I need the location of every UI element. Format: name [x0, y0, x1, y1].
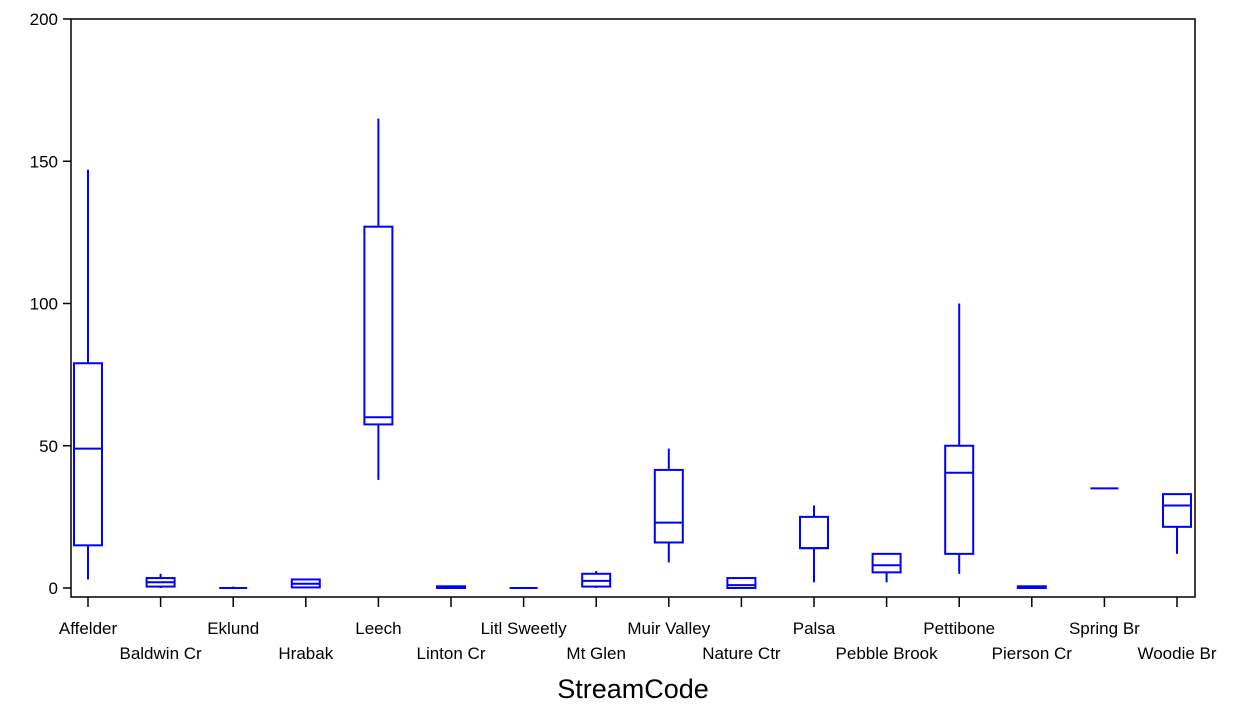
x-tick-label: Spring Br [1069, 619, 1140, 638]
box-palsa [799, 505, 829, 583]
x-axis-title: StreamCode [557, 674, 709, 704]
box-pebble-brook [871, 552, 902, 583]
box-linton-cr [436, 585, 466, 590]
box-series [73, 118, 1192, 590]
iqr-box [799, 515, 829, 550]
iqr-box [1162, 493, 1192, 528]
y-axis: 0 50 100 150 200 [30, 10, 71, 598]
box-affelder [73, 169, 103, 580]
y-tick-label: 0 [49, 579, 58, 598]
x-tick-label: Affelder [59, 619, 118, 638]
y-tick-label: 50 [39, 437, 58, 456]
box-pettibone [944, 303, 975, 574]
x-tick-label: Eklund [207, 619, 259, 638]
x-tick-label: Palsa [793, 619, 836, 638]
box-muir-valley [653, 448, 684, 563]
x-tick-label: Woodie Br [1137, 644, 1216, 663]
x-tick-label: Baldwin Cr [119, 644, 202, 663]
iqr-box [726, 577, 757, 589]
box-woodie-br [1162, 493, 1192, 554]
y-tick-label: 100 [30, 295, 58, 314]
box-hrabak [290, 578, 321, 589]
x-tick-label: Litl Sweetly [481, 619, 567, 638]
box-pierson-cr [1016, 585, 1047, 590]
x-tick-label: Nature Ctr [702, 644, 781, 663]
iqr-box [944, 444, 975, 555]
iqr-box [653, 468, 684, 544]
iqr-box [73, 362, 103, 547]
x-tick-label: Linton Cr [417, 644, 486, 663]
x-tick-label: Pebble Brook [836, 644, 939, 663]
box-baldwin-cr [145, 573, 176, 588]
x-tick-label: Mt Glen [566, 644, 626, 663]
x-tick-label: Muir Valley [627, 619, 710, 638]
iqr-box [363, 225, 394, 426]
plot-frame [70, 18, 1196, 598]
x-tick-label: Hrabak [278, 644, 333, 663]
x-tick-label: Pierson Cr [992, 644, 1073, 663]
box-mt-glen [581, 570, 612, 588]
box-leech [363, 118, 394, 480]
x-tick-label: Leech [355, 619, 401, 638]
box-eklund [219, 586, 248, 589]
box-nature-ctr [726, 577, 757, 589]
iqr-box [871, 552, 902, 574]
x-tick-label: Pettibone [923, 619, 995, 638]
y-tick-label: 200 [30, 10, 58, 29]
y-tick-label: 150 [30, 152, 58, 171]
